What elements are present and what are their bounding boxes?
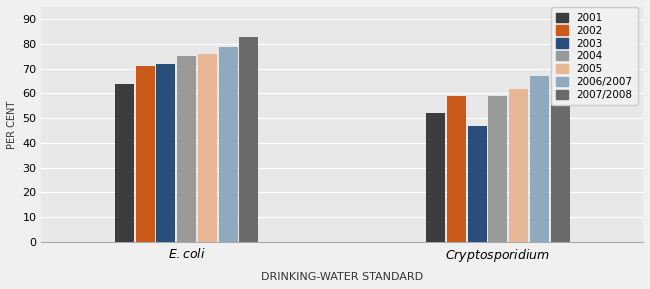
Y-axis label: PER CENT: PER CENT [7, 100, 17, 149]
Bar [509, 88, 528, 242]
Bar [218, 47, 238, 242]
Bar [115, 84, 134, 242]
X-axis label: DRINKING-WATER STANDARD: DRINKING-WATER STANDARD [261, 272, 423, 282]
Bar [467, 126, 487, 242]
Bar [426, 113, 445, 242]
Bar [530, 76, 549, 242]
Bar [136, 66, 155, 242]
Bar [447, 96, 466, 242]
Bar [157, 64, 176, 242]
Bar [177, 56, 196, 242]
Bar [488, 96, 508, 242]
Bar [198, 54, 217, 242]
Bar [551, 79, 569, 242]
Bar [239, 37, 259, 242]
Legend: 2001, 2002, 2003, 2004, 2005, 2006/2007, 2007/2008: 2001, 2002, 2003, 2004, 2005, 2006/2007,… [551, 8, 638, 105]
